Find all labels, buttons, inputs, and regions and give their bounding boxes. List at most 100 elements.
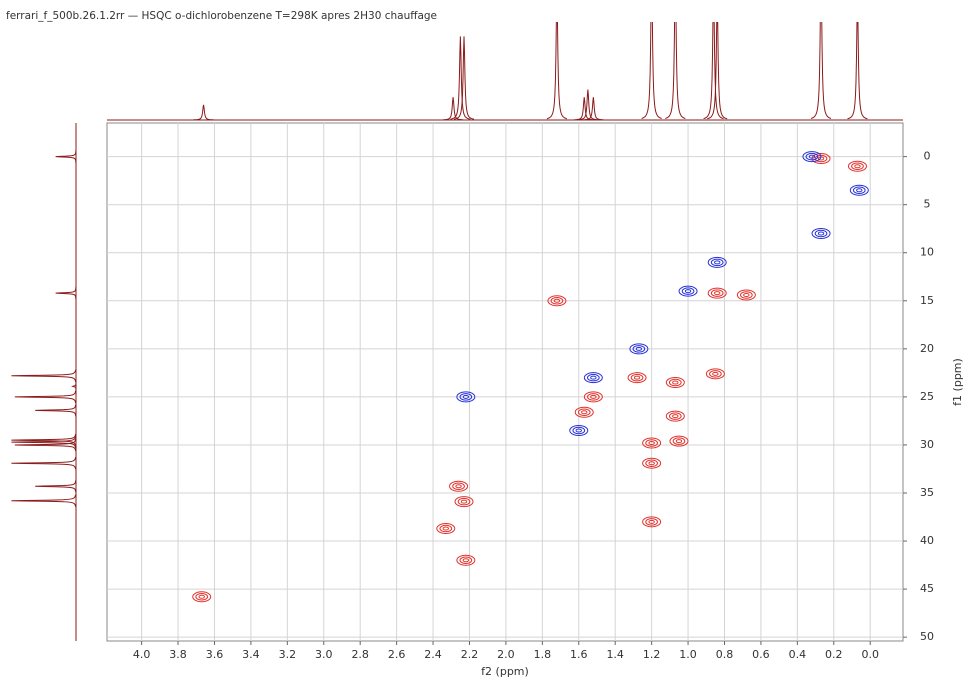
contour xyxy=(740,291,753,299)
contour xyxy=(459,393,473,401)
x-tick-label: 3.0 xyxy=(315,648,333,661)
x-axis-label: f2 (ppm) xyxy=(481,665,529,678)
x-tick-label: 3.6 xyxy=(206,648,224,661)
projection-peak xyxy=(707,22,728,120)
cross-peak xyxy=(669,435,689,447)
x-tick-label: 0.2 xyxy=(825,648,843,661)
contour xyxy=(849,184,869,196)
cross-peak xyxy=(849,184,869,196)
y-tick-label: 5 xyxy=(924,198,931,211)
y-tick-label: 40 xyxy=(920,534,934,547)
y-tick-label: 45 xyxy=(920,582,934,595)
contour xyxy=(856,188,863,193)
x-tick-label: 3.4 xyxy=(242,648,260,661)
cross-peak xyxy=(707,256,727,268)
cross-peak xyxy=(583,372,603,384)
left-projection xyxy=(11,123,77,641)
contour xyxy=(460,499,468,504)
contour xyxy=(192,591,212,603)
contour xyxy=(635,346,643,351)
contour xyxy=(550,297,564,305)
contour xyxy=(684,289,692,294)
cross-peak xyxy=(642,437,662,449)
projection-peak xyxy=(11,433,77,447)
contour xyxy=(629,343,649,355)
contour xyxy=(672,414,679,419)
cross-peak xyxy=(642,516,662,528)
projection-peak xyxy=(583,97,604,121)
contour xyxy=(575,428,582,433)
projection-peak xyxy=(847,22,868,120)
x-tick-label: 2.0 xyxy=(497,648,515,661)
x-tick-label: 0.0 xyxy=(861,648,879,661)
projection-peak xyxy=(546,22,568,120)
x-tick-label: 2.2 xyxy=(461,648,479,661)
x-tick-label: 1.4 xyxy=(606,648,624,661)
contour xyxy=(627,372,647,384)
cross-peak xyxy=(802,151,822,163)
projection-peak xyxy=(193,104,214,121)
contour xyxy=(553,298,561,303)
contour xyxy=(577,408,591,417)
contour xyxy=(645,459,658,467)
y-tick-label: 0 xyxy=(924,150,931,163)
cross-peak xyxy=(454,496,474,508)
projection-peak xyxy=(641,22,662,119)
chart-title: ferrari_f_500b.26.1.2rr — HSQC o-dichlor… xyxy=(6,10,437,22)
contour xyxy=(645,518,658,526)
y-tick-label: 15 xyxy=(920,294,934,307)
contour xyxy=(457,497,471,506)
projection-peak xyxy=(665,22,686,119)
cross-peak xyxy=(665,410,685,422)
x-tick-label: 4.0 xyxy=(133,648,151,661)
x-tick-label: 0.4 xyxy=(789,648,807,661)
contour xyxy=(581,410,588,415)
contour xyxy=(633,375,641,380)
x-tick-label: 3.8 xyxy=(169,648,187,661)
contour xyxy=(736,289,756,301)
top-projection xyxy=(107,22,903,121)
y-tick-label: 50 xyxy=(920,630,934,643)
cross-peak xyxy=(574,406,594,418)
x-tick-label: 1.2 xyxy=(643,648,661,661)
contour xyxy=(583,372,603,384)
contour xyxy=(648,461,655,466)
contour xyxy=(547,295,567,307)
contour xyxy=(648,441,655,446)
contour xyxy=(681,287,695,295)
x-tick-label: 0.8 xyxy=(716,648,734,661)
contour xyxy=(642,516,662,528)
contour xyxy=(743,293,750,298)
x-tick-label: 1.0 xyxy=(679,648,697,661)
contour xyxy=(198,594,205,599)
projection-peak xyxy=(11,435,77,449)
contour xyxy=(712,371,719,376)
contour xyxy=(678,285,698,297)
contour xyxy=(572,426,586,435)
cross-peak xyxy=(627,372,647,384)
cross-peak xyxy=(583,391,603,403)
contour xyxy=(454,496,474,508)
projection-peak xyxy=(35,480,77,493)
contour xyxy=(710,289,724,297)
cross-peak xyxy=(811,228,831,240)
contour xyxy=(456,554,476,566)
contour xyxy=(707,256,727,268)
contour xyxy=(668,378,682,387)
x-tick-label: 2.8 xyxy=(351,648,369,661)
contour xyxy=(442,526,450,531)
cross-peak xyxy=(678,285,698,297)
x-tick-label: 2.4 xyxy=(424,648,442,661)
contour xyxy=(569,425,589,437)
contour xyxy=(672,437,686,445)
y-tick-label: 35 xyxy=(920,486,934,499)
projection-peak xyxy=(443,97,464,121)
contour xyxy=(675,439,683,444)
contour xyxy=(586,373,600,382)
contour xyxy=(714,260,721,265)
cross-peak xyxy=(707,287,727,299)
peaks xyxy=(192,151,869,603)
projection-peak xyxy=(14,390,77,404)
projection-peak xyxy=(11,494,77,507)
